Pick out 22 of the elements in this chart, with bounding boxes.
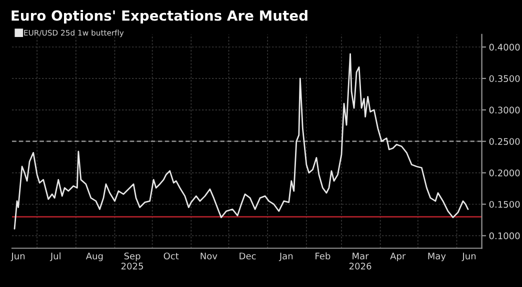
x-tick-label: Apr [390,252,406,262]
y-tick-label: 0.2500 [489,138,520,145]
x-tick-label: Sep 2025 [121,252,143,270]
y-tick-label: 0.3500 [489,75,520,82]
x-tick-label: Feb [316,252,330,260]
x-tick-label: Jan [278,252,293,262]
x-tick-label: Nov [200,252,218,260]
y-tick-label: 0.1000 [489,232,520,240]
chart-title: Euro Options' Expectations Are Muted [12,10,308,24]
x-tick-label: Oct [164,252,179,260]
x-tick-label: Aug [86,252,103,262]
x-tick-label: Dec [240,252,256,260]
x-tick-label: Jul [50,252,60,262]
y-tick-label: 0.1500 [489,200,520,208]
x-tick-label: Jun [10,252,25,262]
x-tick-label: Mar 2026 [349,252,372,270]
y-tick-label: 0.2000 [489,170,520,176]
y-tick-label: 0.4000 [489,44,520,51]
line-series [14,53,469,230]
x-tick-label: May [428,252,446,262]
y-tick-label: 0.3000 [489,106,520,114]
x-tick-label: Jun [462,252,476,262]
